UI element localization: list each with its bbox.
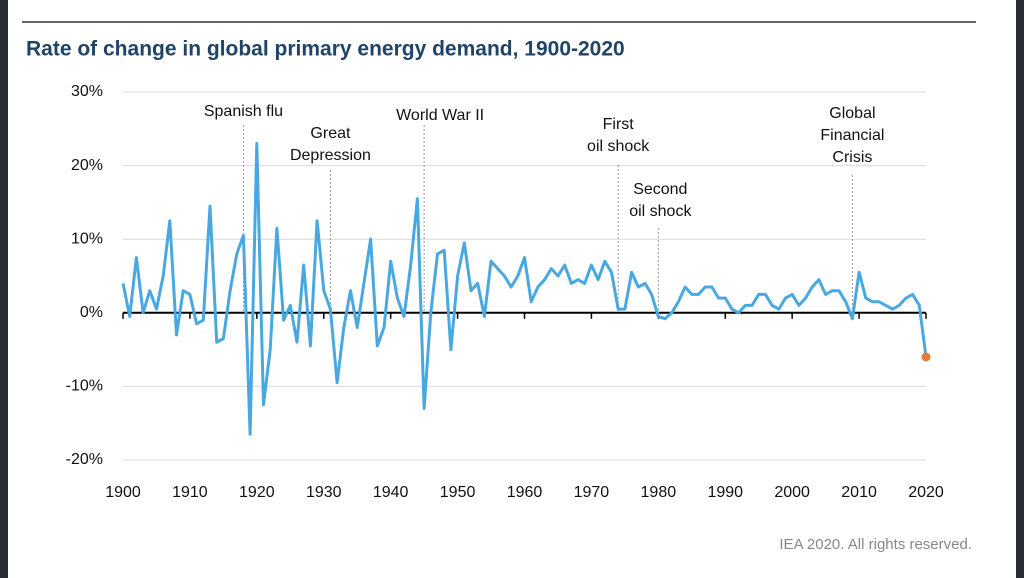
y-tick-label: -20%	[66, 451, 103, 468]
x-tick-label: 1960	[507, 484, 543, 501]
x-tick-label: 1950	[440, 484, 476, 501]
x-tick-label: 1930	[306, 484, 342, 501]
x-tick-label: 2020	[908, 484, 944, 501]
data-line	[121, 142, 928, 436]
annotation-label: Crisis	[832, 149, 872, 166]
x-tick-label: 2000	[774, 484, 810, 501]
annotation-label: Financial	[820, 127, 884, 144]
highlight-point	[921, 352, 931, 362]
y-tick-label: 30%	[71, 83, 103, 100]
y-tick-label: 0%	[80, 304, 103, 321]
right-edge	[1016, 0, 1024, 578]
annotation-label: oil shock	[587, 138, 650, 155]
x-tick-label: 1940	[373, 484, 409, 501]
annotation-label: Global	[829, 105, 875, 122]
annotation-label: oil shock	[629, 203, 692, 220]
x-tick-label: 2010	[841, 484, 877, 501]
annotation-label: Great	[310, 125, 351, 142]
y-tick-label: -10%	[66, 378, 103, 395]
annotation-label: World War II	[396, 107, 484, 124]
x-tick-label: 1900	[105, 484, 141, 501]
annotation-label: First	[603, 116, 635, 133]
annotation-label: Depression	[290, 147, 371, 164]
chart-title: Rate of change in global primary energy …	[26, 38, 625, 61]
annotation-label: Second	[633, 181, 687, 198]
annotation-label: Spanish flu	[204, 103, 283, 120]
x-tick-label: 1970	[574, 484, 610, 501]
x-tick-label: 1920	[239, 484, 275, 501]
x-tick-label: 1910	[172, 484, 208, 501]
left-edge	[0, 0, 8, 578]
x-tick-label: 1990	[707, 484, 743, 501]
source: IEA 2020. All rights reserved.	[779, 536, 972, 553]
y-tick-label: 10%	[71, 230, 103, 247]
x-tick-label: 1980	[641, 484, 677, 501]
y-tick-label: 20%	[71, 157, 103, 174]
